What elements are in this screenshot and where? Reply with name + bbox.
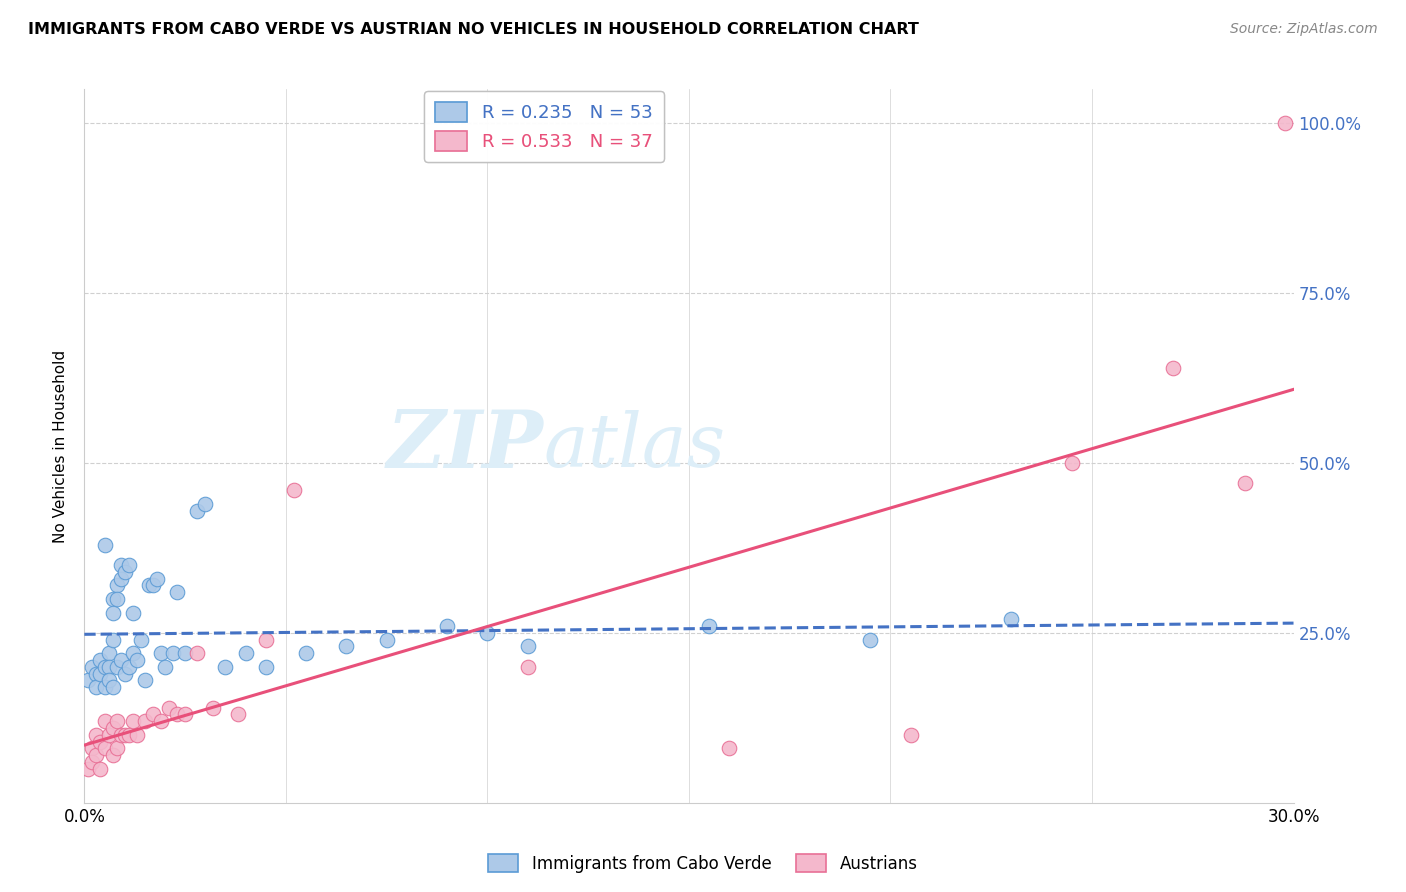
- Point: [697, 619, 720, 633]
- Point: [157, 700, 180, 714]
- Point: [101, 606, 124, 620]
- Point: [86, 666, 108, 681]
- Point: [162, 646, 184, 660]
- Point: [194, 497, 217, 511]
- Point: [101, 721, 124, 735]
- Point: [110, 558, 132, 572]
- Point: [1234, 476, 1257, 491]
- Point: [125, 728, 148, 742]
- Point: [125, 653, 148, 667]
- Point: [129, 632, 152, 647]
- Point: [86, 680, 108, 694]
- Point: [97, 646, 120, 660]
- Point: [134, 673, 156, 688]
- Point: [1060, 456, 1083, 470]
- Point: [97, 660, 120, 674]
- Point: [105, 741, 128, 756]
- Point: [718, 741, 741, 756]
- Text: Source: ZipAtlas.com: Source: ZipAtlas.com: [1230, 22, 1378, 37]
- Point: [477, 626, 499, 640]
- Point: [134, 714, 156, 729]
- Point: [97, 673, 120, 688]
- Text: atlas: atlas: [544, 409, 725, 483]
- Point: [226, 707, 249, 722]
- Point: [118, 558, 141, 572]
- Legend: R = 0.235   N = 53, R = 0.533   N = 37: R = 0.235 N = 53, R = 0.533 N = 37: [425, 91, 664, 161]
- Point: [186, 646, 208, 660]
- Point: [375, 632, 398, 647]
- Point: [101, 591, 124, 606]
- Point: [114, 728, 136, 742]
- Point: [82, 660, 104, 674]
- Point: [89, 666, 111, 681]
- Point: [138, 578, 160, 592]
- Point: [235, 646, 257, 660]
- Point: [149, 646, 172, 660]
- Point: [1000, 612, 1022, 626]
- Point: [86, 748, 108, 763]
- Point: [118, 660, 141, 674]
- Point: [166, 707, 188, 722]
- Point: [121, 606, 143, 620]
- Point: [97, 728, 120, 742]
- Point: [153, 660, 176, 674]
- Point: [82, 755, 104, 769]
- Point: [101, 632, 124, 647]
- Point: [149, 714, 172, 729]
- Legend: Immigrants from Cabo Verde, Austrians: Immigrants from Cabo Verde, Austrians: [482, 847, 924, 880]
- Point: [146, 572, 169, 586]
- Point: [89, 762, 111, 776]
- Text: IMMIGRANTS FROM CABO VERDE VS AUSTRIAN NO VEHICLES IN HOUSEHOLD CORRELATION CHAR: IMMIGRANTS FROM CABO VERDE VS AUSTRIAN N…: [28, 22, 920, 37]
- Point: [114, 666, 136, 681]
- Point: [335, 640, 357, 654]
- Point: [186, 503, 208, 517]
- Point: [142, 578, 165, 592]
- Point: [1274, 116, 1296, 130]
- Point: [166, 585, 188, 599]
- Point: [105, 578, 128, 592]
- Point: [516, 660, 538, 674]
- Point: [118, 728, 141, 742]
- Point: [516, 640, 538, 654]
- Point: [121, 714, 143, 729]
- Point: [82, 741, 104, 756]
- Point: [859, 632, 882, 647]
- Point: [295, 646, 318, 660]
- Y-axis label: No Vehicles in Household: No Vehicles in Household: [53, 350, 69, 542]
- Point: [121, 646, 143, 660]
- Point: [89, 653, 111, 667]
- Point: [93, 660, 115, 674]
- Point: [93, 537, 115, 551]
- Point: [89, 734, 111, 748]
- Point: [105, 591, 128, 606]
- Point: [283, 483, 305, 498]
- Point: [254, 632, 277, 647]
- Point: [110, 728, 132, 742]
- Point: [101, 748, 124, 763]
- Point: [174, 646, 197, 660]
- Point: [900, 728, 922, 742]
- Point: [93, 680, 115, 694]
- Point: [214, 660, 236, 674]
- Point: [110, 572, 132, 586]
- Point: [142, 707, 165, 722]
- Point: [114, 565, 136, 579]
- Point: [105, 714, 128, 729]
- Point: [86, 728, 108, 742]
- Point: [93, 741, 115, 756]
- Point: [174, 707, 197, 722]
- Point: [202, 700, 225, 714]
- Point: [110, 653, 132, 667]
- Point: [254, 660, 277, 674]
- Point: [93, 714, 115, 729]
- Text: ZIP: ZIP: [387, 408, 544, 484]
- Point: [105, 660, 128, 674]
- Point: [101, 680, 124, 694]
- Point: [77, 673, 100, 688]
- Point: [1161, 360, 1184, 375]
- Point: [77, 762, 100, 776]
- Point: [436, 619, 458, 633]
